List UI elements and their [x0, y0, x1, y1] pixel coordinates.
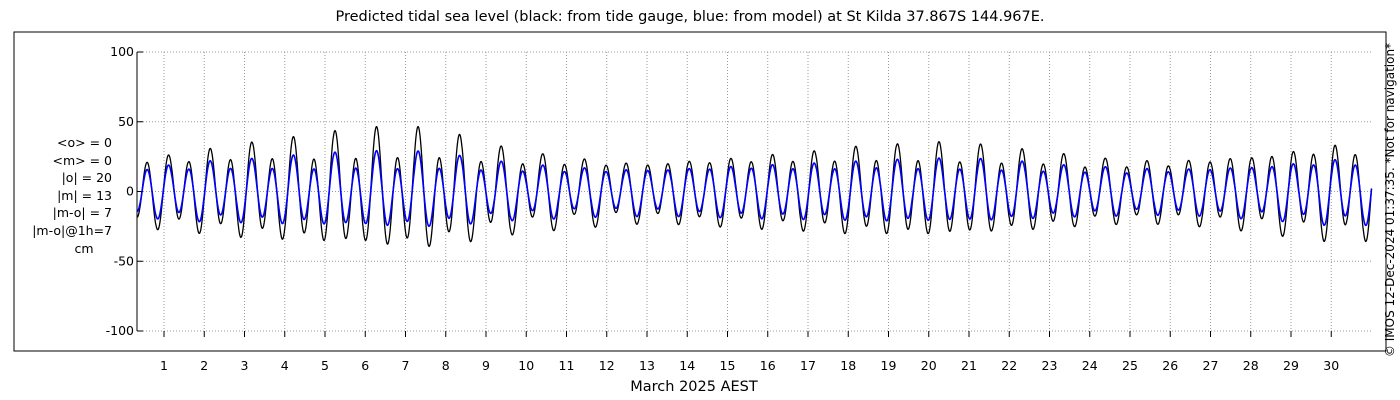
- x-tick-label: 30: [1323, 358, 1339, 373]
- x-tick-label: 7: [402, 358, 410, 373]
- x-tick-label: 17: [800, 358, 816, 373]
- x-tick-label: 28: [1243, 358, 1259, 373]
- x-tick-label: 26: [1162, 358, 1178, 373]
- x-tick-label: 18: [840, 358, 856, 373]
- x-tick-label: 5: [321, 358, 329, 373]
- x-tick-label: 19: [881, 358, 897, 373]
- stat-abs-difference: |m-o| = 7: [52, 205, 112, 221]
- plot-frame: [13, 31, 1387, 352]
- x-tick-label: 24: [1082, 358, 1098, 373]
- x-axis: 1 2 3 4 5 6 7 8 9 10 11 12 13 14 15 16 17 18 19 20 21 22 23 24 2…: [160, 331, 1339, 373]
- stat-unit: cm: [74, 240, 94, 256]
- x-tick-label: 15: [720, 358, 736, 373]
- series-tide-gauge-line: [136, 125, 1373, 248]
- x-tick-label: 9: [482, 358, 490, 373]
- x-tick-label: 14: [679, 358, 695, 373]
- y-tick-label: 50: [118, 114, 134, 129]
- x-tick-label: 20: [921, 358, 937, 373]
- x-tick-label: 3: [241, 358, 249, 373]
- x-tick-label: 25: [1122, 358, 1138, 373]
- x-tick-label: 29: [1283, 358, 1299, 373]
- statistics-panel: <o> = 0 <m> = 0 |o| = 20 |m| = 13 |m-o| …: [18, 134, 112, 257]
- series-model-line: [136, 149, 1373, 227]
- x-tick-label: 13: [639, 358, 655, 373]
- x-tick-label: 12: [599, 358, 615, 373]
- stat-abs-difference-1h: |m-o|@1h=7: [32, 222, 112, 238]
- x-tick-label: 6: [361, 358, 369, 373]
- stat-abs-observed: |o| = 20: [61, 170, 112, 186]
- x-tick-label: 21: [961, 358, 977, 373]
- chart-title: Predicted tidal sea level (black: from t…: [335, 9, 1045, 25]
- x-tick-label: 27: [1203, 358, 1219, 373]
- x-tick-label: 16: [760, 358, 776, 373]
- y-tick-label: -50: [114, 253, 134, 268]
- stat-mean-observed: <o> = 0: [57, 135, 112, 150]
- x-tick-label: 11: [559, 358, 575, 373]
- x-tick-label: 8: [442, 358, 450, 373]
- x-tick-label: 22: [1001, 358, 1017, 373]
- x-tick-label: 2: [200, 358, 208, 373]
- y-tick-label: 100: [110, 44, 134, 59]
- y-axis: 100 50 0 -50 -100: [106, 44, 143, 338]
- x-tick-label: 1: [160, 358, 168, 373]
- x-tick-label: 23: [1042, 358, 1058, 373]
- x-axis-label: March 2025 AEST: [630, 379, 758, 395]
- stat-abs-model: |m| = 13: [57, 187, 112, 203]
- y-tick-label: 0: [126, 184, 134, 199]
- x-tick-label: 4: [281, 358, 289, 373]
- y-tick-label: -100: [106, 323, 134, 338]
- grid-lines: [137, 51, 1372, 332]
- x-tick-label: 10: [518, 358, 534, 373]
- series-group: [136, 125, 1373, 248]
- stat-mean-model: <m> = 0: [52, 152, 113, 168]
